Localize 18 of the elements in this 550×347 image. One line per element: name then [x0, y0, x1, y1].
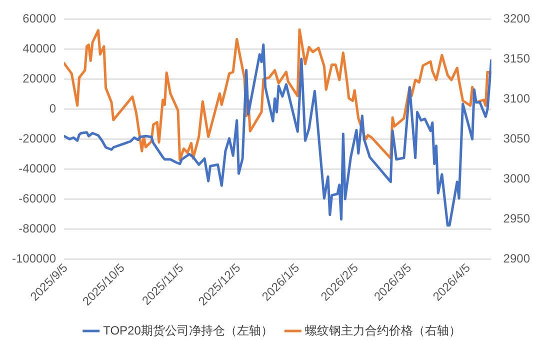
y-tick-label: -60000	[18, 191, 56, 206]
y-tick-label: 60000	[22, 12, 56, 26]
y-tick-label: -20000	[18, 131, 56, 146]
y-tick-label: 40000	[22, 41, 56, 56]
y-tick-label: 20000	[22, 71, 56, 86]
y2-tick-label: 3200	[503, 12, 530, 26]
legend-label: TOP20期货公司净持仓（左轴）	[103, 323, 273, 338]
y-tick-label: 0	[49, 101, 56, 116]
y-tick-label: -100000	[12, 251, 56, 266]
y-tick-label: -40000	[18, 161, 56, 176]
legend-label: 螺纹钢主力合约价格（右轴）	[304, 323, 461, 338]
y-tick-label: -80000	[18, 221, 56, 236]
y2-tick-label: 3150	[503, 51, 530, 66]
y2-tick-label: 3050	[503, 131, 530, 146]
y2-tick-label: 2950	[503, 211, 530, 226]
y2-tick-label: 3000	[503, 171, 530, 186]
y2-tick-label: 2900	[503, 251, 530, 266]
y2-tick-label: 3100	[503, 91, 530, 106]
